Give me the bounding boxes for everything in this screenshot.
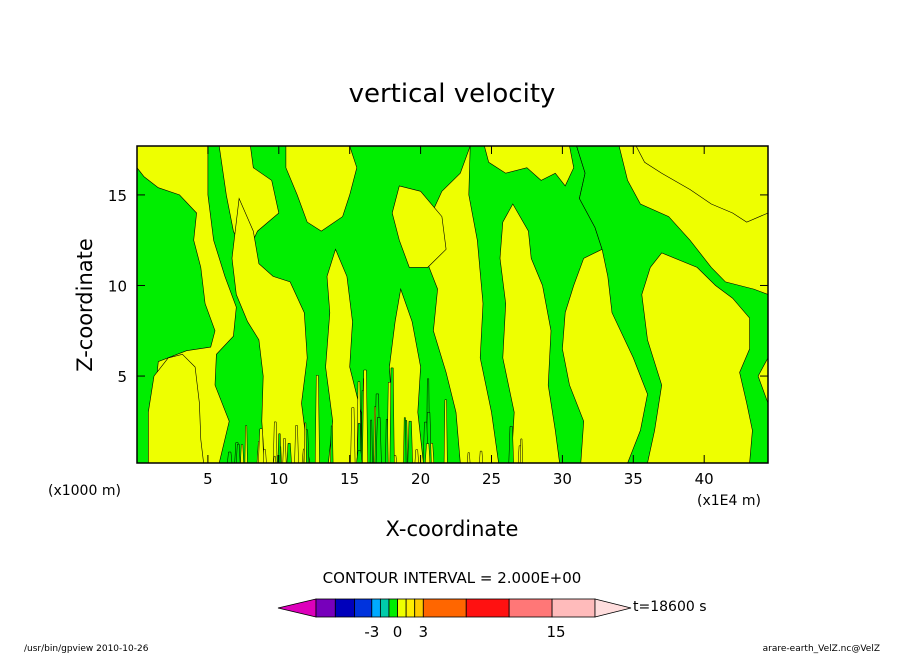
contour-streak [389,367,395,463]
x-axis-ticks: 5 10 15 20 25 30 35 40 [203,146,714,488]
contour-interval-label: CONTOUR INTERVAL = 2.000E+00 [323,569,582,587]
x-tick-label: 40 [695,470,714,488]
colorbar-swatch [405,598,416,618]
contour-streak [479,450,484,463]
chart-title: vertical velocity [349,79,556,109]
colorbar-tick-label: 0 [393,623,403,641]
contour-streak [385,419,389,463]
colorbar-swatch [334,598,356,618]
x-tick-label: 25 [482,470,501,488]
contour-streak [425,443,431,463]
positive-velocity-layer [148,146,768,463]
x-unit-left: (x1000 m) [48,483,121,499]
contour-streak [362,369,368,463]
contour-streaks [227,367,523,463]
x-axis-label: X-coordinate [386,517,519,541]
contour-streak [443,399,448,463]
contour-streak [330,425,334,463]
contour-streak [414,449,419,463]
contour-streak [273,455,277,463]
colorbar [277,598,632,618]
x-unit-right: (x1E4 m) [697,493,761,509]
yellow-region-upper-right-patch [484,146,575,187]
contour-streak [282,438,287,463]
colorbar-swatch [551,598,596,618]
contour-streak [519,438,523,463]
y-tick-label: 10 [108,277,127,295]
contour-streak [467,452,471,463]
x-tick-label: 30 [553,470,572,488]
contour-streak [236,443,241,463]
y-axis-ticks: 5 10 15 [108,187,768,386]
colorbar-swatch [414,598,424,618]
colorbar-swatch [354,598,373,618]
contour-streak [286,443,292,463]
colorbar-swatch [465,598,510,618]
colorbar-tick-label: 15 [547,623,566,641]
contour-streak [403,417,407,463]
contour-streak [314,375,320,463]
yellow-region-center-right-column [389,287,424,463]
x-tick-label: 10 [269,470,288,488]
colorbar-swatch [315,598,336,618]
yellow-region-right-lower-patch [641,252,753,463]
contour-streak [369,419,373,463]
x-tick-label: 20 [411,470,430,488]
contour-streak [258,428,265,463]
contour-streak [294,425,299,463]
yellow-region-far-right-patch [635,146,768,223]
contour-streak [356,450,363,463]
contour-streak [303,422,307,463]
yellow-region-right-center-column [499,203,560,463]
x-tick-label: 15 [340,470,359,488]
contour-streak [227,451,233,463]
colorbar-swatch [388,598,398,618]
colorbar-swatch [397,598,407,618]
colorbar-tick-label: 3 [419,623,429,641]
contour-streak [508,426,514,463]
contour-streak [273,421,278,463]
plot-frame [136,145,769,464]
colorbar-tick-labels: -3 0 3 15 [364,623,565,641]
colorbar-swatch [422,598,467,618]
contour-streak [240,444,244,463]
contour-streak [244,425,248,463]
yellow-region-upper-left-patch [218,146,280,260]
x-tick-label: 35 [624,470,643,488]
contour-streak [350,407,356,463]
colorbar-right-arrow [594,598,632,618]
yellow-region-left-lower-patch [148,353,204,463]
colorbar-swatch [371,598,381,618]
y-axis-label: Z-coordinate [73,238,97,372]
footer-left: /usr/bin/gpview 2010-10-26 [24,644,149,654]
y-tick-label: 15 [108,187,127,205]
plot-area [137,146,768,463]
footer-right: arare-earth_VelZ.nc@VelZ [763,644,880,654]
yellow-region-mid-upper-patch [285,146,358,232]
colorbar-swatch [379,598,390,618]
y-tick-label: 5 [117,368,127,386]
colorbar-swatch [508,598,553,618]
contour-streak [407,420,413,463]
colorbar-time-label: t=18600 s [633,599,707,615]
colorbar-tick-label: -3 [364,623,379,641]
colorbar-left-arrow [277,598,317,618]
x-tick-label: 5 [203,470,213,488]
contour-streak [375,417,382,463]
yellow-region-center-upper-patch [391,185,447,268]
